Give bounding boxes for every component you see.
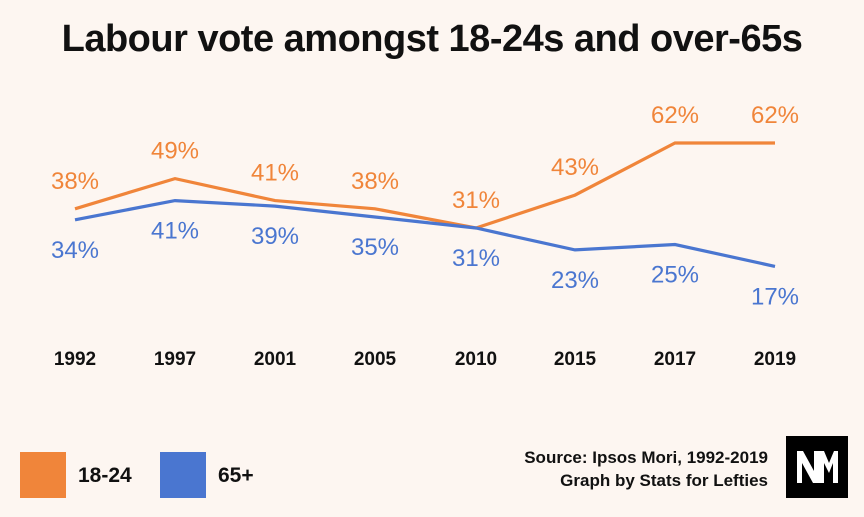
data-label-65plus-2010: 31% [452, 245, 500, 272]
data-label-18-24-1992: 38% [51, 168, 99, 195]
nm-logo-icon [786, 436, 848, 498]
legend-swatch-18-24 [20, 452, 66, 498]
data-label-65plus-2015: 23% [551, 267, 599, 294]
x-tick-label-1997: 1997 [154, 349, 196, 370]
data-label-65plus-2017: 25% [651, 262, 699, 289]
credit-line: Graph by Stats for Lefties [560, 471, 768, 490]
data-label-18-24-2005: 38% [351, 168, 399, 195]
data-label-65plus-1992: 34% [51, 237, 99, 264]
chart-title: Labour vote amongst 18-24s and over-65s [61, 18, 803, 60]
source-note: Source: Ipsos Mori, 1992-2019 Graph by S… [524, 446, 768, 492]
data-label-18-24-2010: 31% [452, 187, 500, 214]
data-label-65plus-2005: 35% [351, 234, 399, 261]
series-line-65plus [74, 198, 776, 268]
data-label-18-24-2015: 43% [551, 154, 599, 181]
data-label-65plus-2001: 39% [251, 223, 299, 250]
x-tick-label-2019: 2019 [754, 349, 796, 370]
data-label-18-24-1997: 49% [151, 138, 199, 165]
x-tick-label-2001: 2001 [254, 349, 297, 370]
legend-label-18-24: 18-24 [78, 464, 132, 487]
legend-swatch-65plus [160, 452, 206, 498]
series-line-18-24 [74, 141, 775, 230]
x-tick-label-2010: 2010 [455, 349, 497, 370]
data-label-18-24-2019: 62% [751, 102, 799, 129]
x-tick-label-1992: 1992 [54, 349, 96, 370]
source-line: Source: Ipsos Mori, 1992-2019 [524, 448, 768, 467]
legend-label-65plus: 65+ [218, 464, 254, 487]
x-tick-label-2015: 2015 [554, 349, 597, 370]
x-tick-label-2005: 2005 [354, 349, 397, 370]
data-label-18-24-2017: 62% [651, 102, 699, 129]
x-tick-label-2017: 2017 [654, 349, 696, 370]
data-label-65plus-1997: 41% [151, 218, 199, 245]
data-label-18-24-2001: 41% [251, 160, 299, 187]
data-label-65plus-2019: 17% [751, 283, 799, 310]
